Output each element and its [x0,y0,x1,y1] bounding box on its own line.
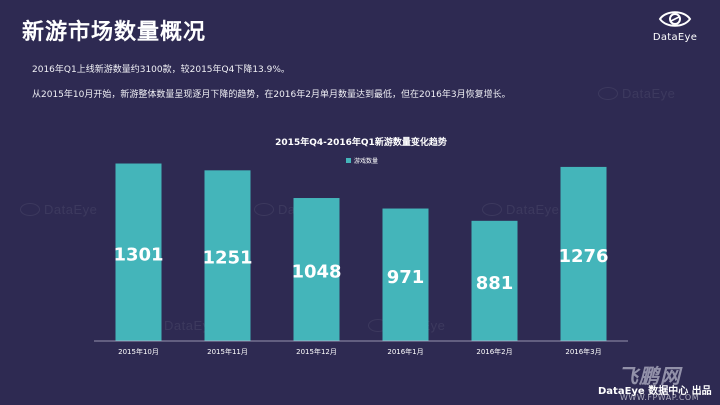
bar [204,170,251,341]
watermark-eye-icon [598,87,618,100]
x-tick-labels: 2015年10月 2015年11月 2015年12月 2016年1月 2016年2月 20… [118,347,602,356]
bar-value-label: 1276 [558,246,608,267]
x-tick-label: 2015年11月 [207,347,248,356]
legend-label: 游戏数量 [354,157,378,165]
x-tick-label: 2016年2月 [476,347,512,356]
page-title: 新游市场数量概况 [22,20,207,45]
brand-name: DataEye [652,32,698,43]
watermark-eye-icon [482,203,502,216]
watermark: DataEye [20,202,97,217]
bar-value-label: 881 [476,273,514,294]
legend-swatch [346,158,351,163]
description-line-2: 从2015年10月开始，新游整体数量呈现逐月下降的趋势，在2016年2月单月数量… [32,90,511,100]
bar [560,166,607,341]
x-tick-label: 2015年12月 [296,347,337,356]
bar [115,163,162,341]
bar [293,198,340,341]
bar-value-label: 1251 [202,248,252,269]
watermark-eye-icon [20,203,40,216]
bar-value-label: 1048 [291,262,341,283]
x-tick-label: 2016年3月 [565,347,601,356]
eye-logo-icon [658,11,692,27]
bar-value-label: 1301 [113,244,163,265]
bar-value-label: 971 [387,267,425,288]
x-tick-label: 2015年10月 [118,347,159,356]
footer-credit: DataEye 数据中心 出品 [598,386,712,397]
brand-logo: DataEye [644,8,706,50]
site-watermark-url: WWW.FPWAP.COM [620,393,700,402]
watermark: DataEye [482,202,559,217]
description-line-1: 2016年Q1上线新游数量约3100款，较2015年Q4下降13.9%。 [32,65,290,75]
chart-title: 2015年Q4-2016年Q1新游数量变化趋势 [275,136,447,148]
watermark-eye-icon [254,203,274,216]
chart-legend: 游戏数量 [346,157,378,165]
watermark: DataEye [598,86,675,101]
bars-group: 1301 1251 1048 971 881 1276 [113,163,609,341]
x-tick-label: 2016年1月 [387,347,423,356]
bar [382,208,429,341]
site-watermark-logo: 飞鹏网 [618,364,681,388]
bar [471,220,518,341]
